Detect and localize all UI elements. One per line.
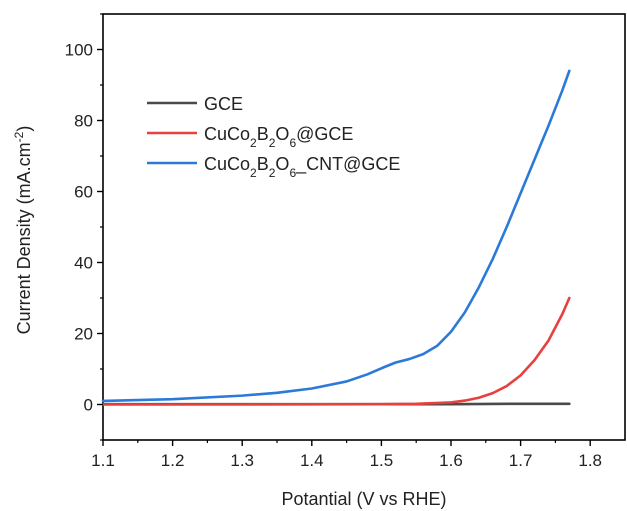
y-tick-label: 20 xyxy=(74,325,93,344)
axes-layer: 1.1 1.2 1.3 1.4 1.5 1.6 1.7 1.8 0 20 40 60 80 100 xyxy=(65,13,602,470)
y-tick-label: 0 xyxy=(84,396,93,415)
legend-label: GCE xyxy=(204,94,243,114)
y-tick-label: 60 xyxy=(74,183,93,202)
x-axis-title: Potantial (V vs RHE) xyxy=(281,489,446,509)
x-tick-label: 1.5 xyxy=(370,451,394,470)
legend-label: CuCo2B2O6_CNT@GCE xyxy=(204,154,400,180)
y-tick-label: 40 xyxy=(74,254,93,273)
x-tick-label: 1.8 xyxy=(578,451,602,470)
series-line-2 xyxy=(101,69,571,403)
x-tick-label: 1.4 xyxy=(300,451,324,470)
series-layer xyxy=(101,69,571,406)
y-tick-label: 80 xyxy=(74,112,93,131)
y-tick-label: 100 xyxy=(65,41,93,60)
x-tick-label: 1.6 xyxy=(439,451,463,470)
x-tick-label: 1.7 xyxy=(509,451,533,470)
series-line-1 xyxy=(101,296,571,406)
x-tick-label: 1.1 xyxy=(91,451,115,470)
legend: GCE CuCo2B2O6@GCE CuCo2B2O6_CNT@GCE xyxy=(147,94,400,180)
y-axis-title-main: Current Density (mA.cm xyxy=(14,142,34,334)
y-axis-title: Current Density (mA.cm-2) xyxy=(12,126,34,335)
y-axis-title-sup: -2 xyxy=(12,131,26,142)
x-tick-label: 1.2 xyxy=(161,451,185,470)
y-axis-title-close: ) xyxy=(14,126,34,132)
x-tick-label: 1.3 xyxy=(230,451,254,470)
legend-label: CuCo2B2O6@GCE xyxy=(204,124,353,150)
